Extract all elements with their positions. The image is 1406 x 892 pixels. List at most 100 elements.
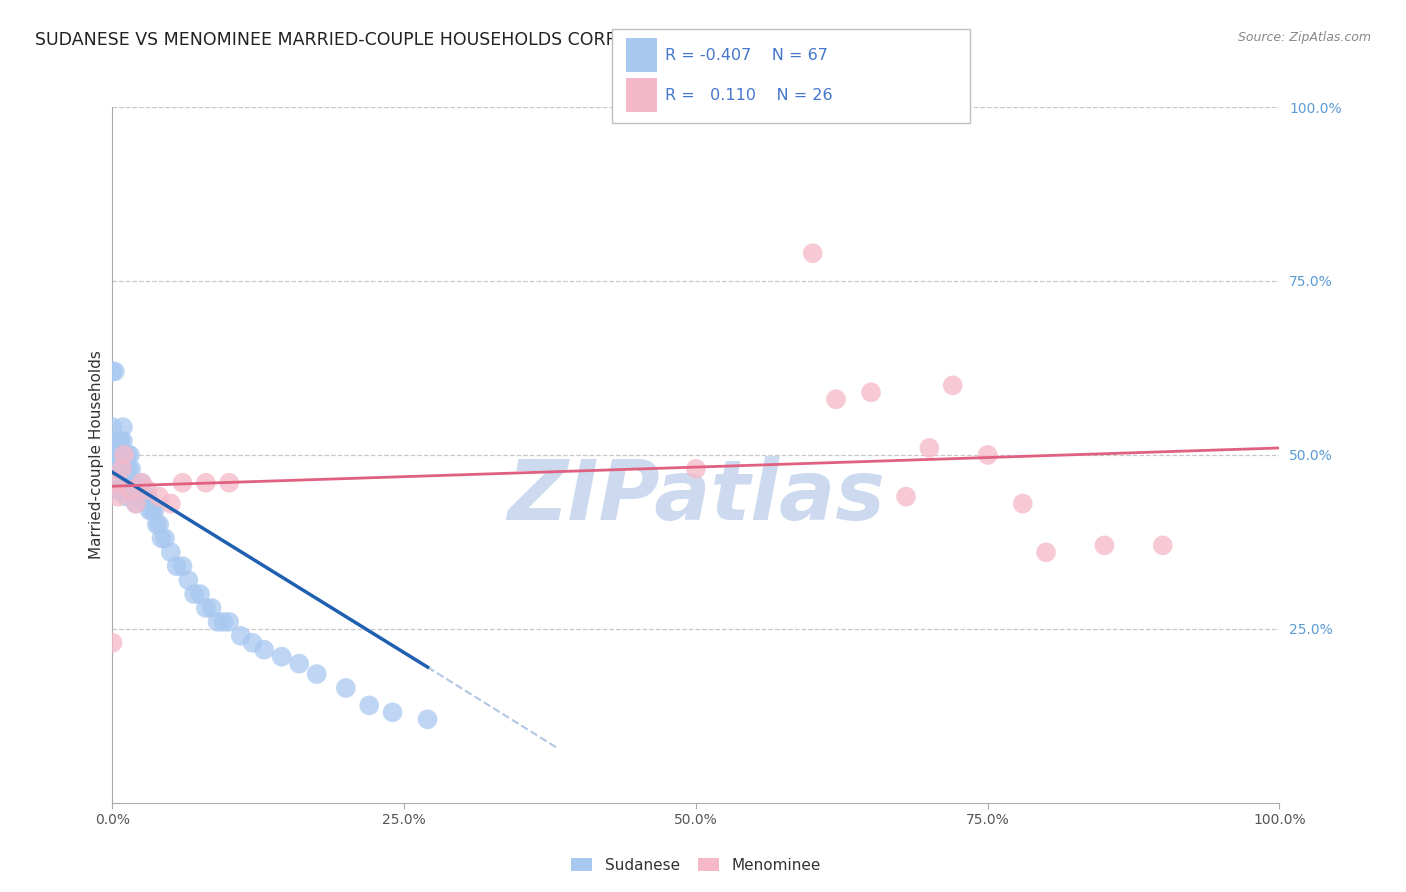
Point <box>101 364 124 378</box>
Point <box>183 587 205 601</box>
Point <box>148 517 170 532</box>
Point <box>141 503 163 517</box>
Point <box>115 462 138 476</box>
Point <box>101 483 124 497</box>
Point <box>110 434 132 448</box>
Point <box>918 441 941 455</box>
Point <box>253 642 276 657</box>
Point <box>108 448 131 462</box>
Point <box>416 712 439 726</box>
Point <box>201 601 224 615</box>
Point <box>288 657 311 671</box>
Point <box>685 462 707 476</box>
Point <box>118 462 141 476</box>
Point <box>108 434 131 448</box>
Point <box>194 475 217 490</box>
Text: Source: ZipAtlas.com: Source: ZipAtlas.com <box>1237 31 1371 45</box>
Point <box>172 559 194 574</box>
Point <box>115 490 138 504</box>
Point <box>143 503 166 517</box>
Point <box>110 448 132 462</box>
Text: R = -0.407    N = 67: R = -0.407 N = 67 <box>665 48 828 62</box>
Point <box>107 483 129 497</box>
Point <box>136 490 159 504</box>
Point <box>139 503 162 517</box>
Point <box>1035 545 1057 559</box>
Point <box>121 483 143 497</box>
Point <box>104 364 127 378</box>
Text: ZIPatlas: ZIPatlas <box>508 456 884 537</box>
Point <box>1011 497 1033 511</box>
Point <box>381 706 404 720</box>
Point <box>177 573 200 587</box>
Point <box>153 532 176 546</box>
Point <box>125 497 148 511</box>
Point <box>270 649 292 664</box>
Point <box>942 378 965 392</box>
Point <box>125 497 148 511</box>
Point <box>131 475 153 490</box>
Point <box>111 462 134 476</box>
Point <box>125 483 148 497</box>
Point <box>131 475 153 490</box>
Point <box>111 420 134 434</box>
Point <box>132 490 155 504</box>
Point <box>825 392 848 407</box>
Y-axis label: Married-couple Households: Married-couple Households <box>89 351 104 559</box>
Point <box>111 462 134 476</box>
Point <box>120 462 142 476</box>
Point <box>101 448 124 462</box>
Point <box>101 420 124 434</box>
Point <box>166 559 188 574</box>
Point <box>148 490 170 504</box>
Point <box>111 448 134 462</box>
Point <box>1152 538 1174 552</box>
Point <box>129 490 152 504</box>
Point <box>218 475 240 490</box>
Point <box>150 532 173 546</box>
Point <box>101 434 124 448</box>
Point <box>112 448 135 462</box>
Point <box>207 615 229 629</box>
Point <box>122 475 145 490</box>
Point <box>160 545 183 559</box>
Legend: Sudanese, Menominee: Sudanese, Menominee <box>565 852 827 879</box>
Point <box>134 490 156 504</box>
Point <box>117 448 139 462</box>
Point <box>136 483 159 497</box>
Point <box>112 475 135 490</box>
Point <box>101 636 124 650</box>
Text: SUDANESE VS MENOMINEE MARRIED-COUPLE HOUSEHOLDS CORRELATION CHART: SUDANESE VS MENOMINEE MARRIED-COUPLE HOU… <box>35 31 756 49</box>
Point <box>127 490 149 504</box>
Point <box>104 462 127 476</box>
Point <box>305 667 328 681</box>
Point <box>146 517 169 532</box>
Point <box>242 636 264 650</box>
Point <box>894 490 917 504</box>
Point <box>1094 538 1116 552</box>
Point <box>212 615 235 629</box>
Point <box>118 448 141 462</box>
Point <box>860 385 883 400</box>
Point <box>172 475 194 490</box>
Point <box>101 462 124 476</box>
Point <box>229 629 252 643</box>
Point <box>118 483 141 497</box>
Point <box>160 497 183 511</box>
Point <box>359 698 381 713</box>
Point <box>194 601 217 615</box>
Text: R =   0.110    N = 26: R = 0.110 N = 26 <box>665 88 832 103</box>
Point <box>188 587 211 601</box>
Point <box>112 448 135 462</box>
Point <box>111 434 134 448</box>
Point <box>801 246 824 260</box>
Point <box>105 483 128 497</box>
Point <box>976 448 998 462</box>
Point <box>104 475 127 490</box>
Point <box>335 681 357 695</box>
Point <box>118 475 141 490</box>
Point <box>107 490 129 504</box>
Point <box>107 462 129 476</box>
Point <box>218 615 240 629</box>
Point <box>105 462 128 476</box>
